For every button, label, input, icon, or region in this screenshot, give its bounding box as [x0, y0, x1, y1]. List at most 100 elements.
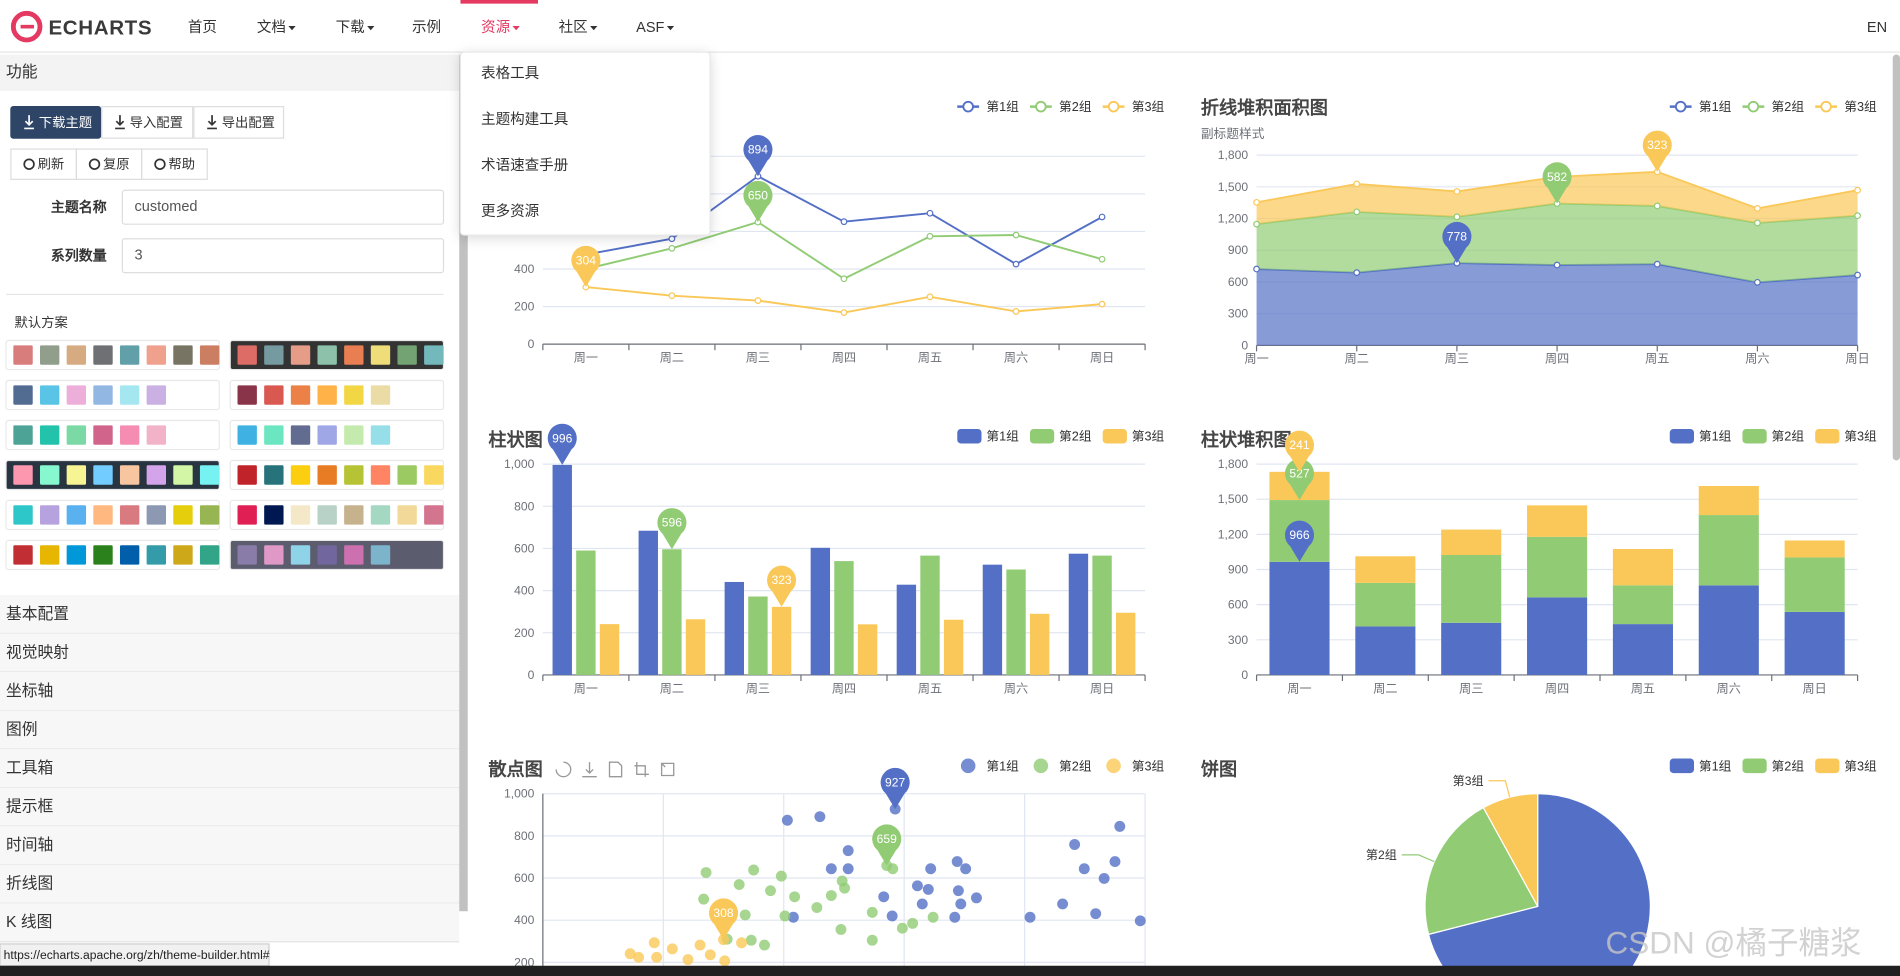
bar [1698, 485, 1759, 516]
legend-label[interactable]: 第3组 [1132, 758, 1165, 773]
section-row[interactable] [0, 903, 460, 942]
scatter-point [1090, 908, 1102, 920]
legend-label[interactable]: 第2组 [1059, 758, 1092, 773]
toolbox-icon[interactable] [555, 761, 572, 778]
section-label[interactable]: 折线图 [6, 875, 53, 893]
palette-swatch [13, 465, 33, 485]
chart-title: 折线堆积面积图 [1201, 97, 1328, 118]
line-point [1012, 260, 1020, 268]
section-row[interactable] [0, 826, 460, 865]
section-row[interactable] [0, 672, 460, 711]
dropdown-item[interactable]: 术语速查手册 [481, 157, 568, 174]
x-tick-label: 周日 [1845, 352, 1869, 366]
bar [1784, 611, 1845, 675]
input-value[interactable]: customed [135, 199, 198, 215]
legend-label[interactable]: 第2组 [1772, 99, 1805, 114]
scatter-point [1114, 820, 1126, 832]
legend-label[interactable]: 第1组 [986, 429, 1019, 444]
nav-item[interactable]: 资源 [481, 19, 511, 36]
section-row[interactable] [0, 864, 460, 904]
mark-pin-label: 659 [877, 832, 897, 846]
input-value[interactable]: 3 [135, 248, 143, 264]
tool-label[interactable]: 帮助 [168, 157, 195, 172]
bar [599, 624, 620, 675]
nav-item[interactable]: ASF [636, 20, 664, 36]
dropdown-item[interactable]: 更多资源 [481, 203, 540, 220]
legend-label[interactable]: 第2组 [1059, 99, 1092, 114]
nav-item[interactable]: 首页 [188, 19, 217, 36]
lang-switch[interactable]: EN [1867, 20, 1887, 36]
palette-swatch [370, 425, 391, 445]
tool-label[interactable]: 刷新 [38, 157, 65, 172]
text-input[interactable] [121, 189, 445, 225]
legend-icon [1742, 428, 1767, 444]
palette-swatch [370, 345, 391, 365]
nav-item[interactable]: 社区 [559, 19, 588, 36]
bar [1527, 505, 1588, 537]
button-label[interactable]: 导出配置 [222, 115, 275, 130]
bar [552, 464, 572, 675]
toolbox-icon[interactable] [582, 762, 597, 778]
button[interactable] [10, 106, 102, 139]
legend-icon [1742, 758, 1767, 774]
mark-pin [1284, 430, 1315, 472]
logo-icon [10, 10, 43, 43]
page-scrollbar[interactable] [1892, 54, 1900, 461]
section-label[interactable]: 视觉映射 [6, 643, 69, 661]
legend-label[interactable]: 第1组 [1699, 429, 1732, 444]
section-row[interactable] [0, 594, 460, 634]
mark-pin [657, 508, 687, 550]
legend-label[interactable]: 第1组 [986, 99, 1019, 114]
tool-button[interactable] [10, 148, 77, 180]
line-point [1453, 188, 1461, 195]
tool-button[interactable] [75, 148, 143, 180]
tool-label[interactable]: 复原 [103, 157, 130, 172]
tool-button[interactable] [141, 148, 208, 180]
legend-label[interactable]: 第1组 [986, 758, 1019, 773]
dropdown-item[interactable]: 主题构建工具 [481, 111, 568, 128]
palette-swatch [93, 505, 113, 525]
legend-label[interactable]: 第3组 [1132, 99, 1165, 114]
nav-item[interactable]: 下载 [336, 19, 365, 36]
palette-swatch [66, 385, 87, 405]
button-label[interactable]: 导入配置 [130, 115, 183, 130]
chart-subtitle: 副标题样式 [1201, 126, 1265, 141]
section-label[interactable]: 工具箱 [6, 759, 53, 777]
legend-label[interactable]: 第2组 [1772, 758, 1805, 773]
bar [1612, 585, 1673, 625]
section-row[interactable] [0, 787, 460, 827]
legend-label[interactable]: 第3组 [1844, 758, 1877, 773]
text-input[interactable] [121, 238, 445, 274]
toolbox-icon[interactable] [660, 762, 675, 777]
section-row[interactable] [0, 749, 460, 788]
section-row[interactable] [0, 710, 460, 750]
dropdown-item[interactable]: 表格工具 [481, 65, 539, 82]
legend-label[interactable]: 第1组 [1699, 758, 1732, 773]
line-point [1353, 269, 1361, 277]
nav-item[interactable]: 文档 [257, 19, 286, 36]
legend-label[interactable]: 第2组 [1059, 429, 1092, 444]
legend-label[interactable]: 第3组 [1844, 99, 1877, 114]
legend-label[interactable]: 第1组 [1699, 99, 1732, 114]
palette-swatch [370, 465, 391, 485]
section-label[interactable]: 时间轴 [6, 836, 53, 854]
x-tick-label: 周三 [1445, 352, 1469, 366]
section-label[interactable]: 坐标轴 [6, 682, 53, 700]
sidebar-scrollbar[interactable] [459, 54, 468, 912]
logo-text[interactable]: ECHARTS [48, 16, 152, 39]
nav-item[interactable]: 示例 [412, 19, 441, 36]
legend-label[interactable]: 第3组 [1132, 429, 1165, 444]
line-point [1012, 231, 1020, 239]
section-label[interactable]: 图例 [6, 720, 38, 738]
section-label[interactable]: 基本配置 [6, 605, 69, 623]
section-label[interactable]: K 线图 [6, 913, 52, 931]
button-label[interactable]: 下载主题 [39, 115, 92, 130]
section-label[interactable]: 提示框 [6, 798, 53, 816]
section-row[interactable] [0, 633, 460, 673]
palette-swatch [290, 385, 311, 405]
legend-icon [1033, 758, 1049, 774]
toolbox-icon[interactable] [608, 761, 623, 778]
toolbox-icon[interactable] [634, 762, 649, 777]
legend-label[interactable]: 第3组 [1844, 429, 1877, 444]
legend-label[interactable]: 第2组 [1772, 429, 1805, 444]
